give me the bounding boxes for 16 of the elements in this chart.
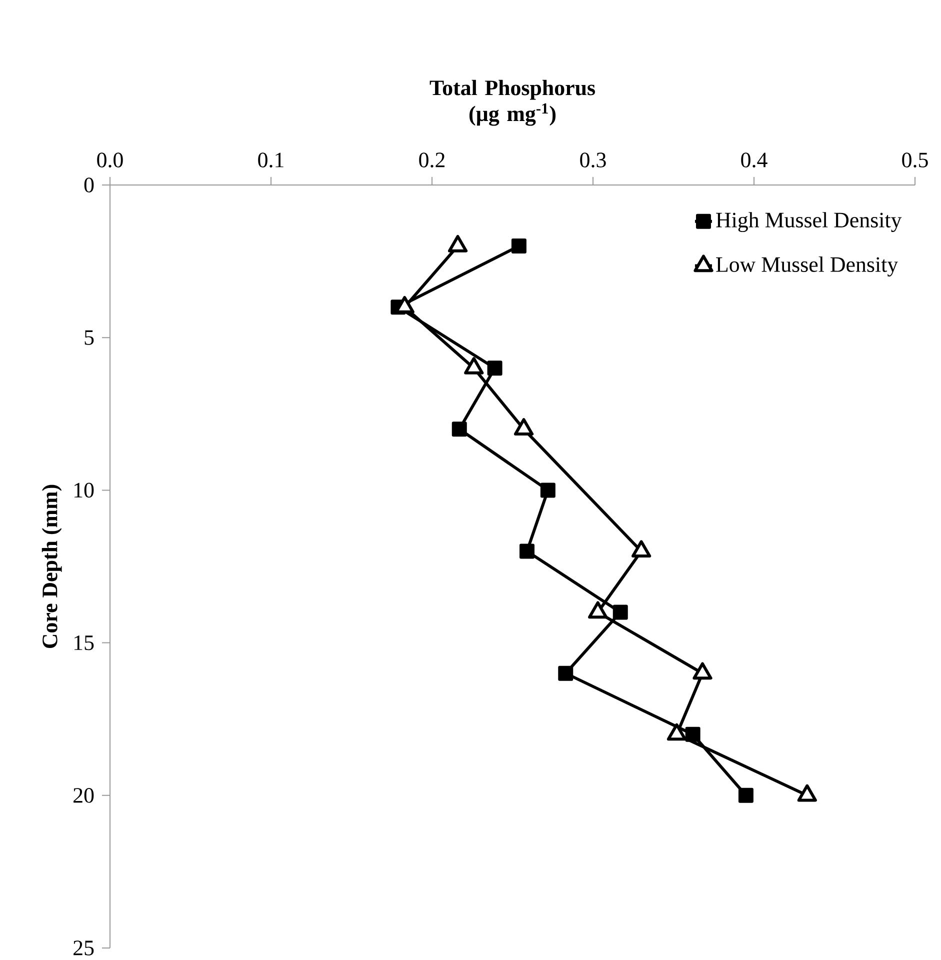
legend-label: High Mussel Density (716, 212, 902, 232)
y-tick-label: 15 (74, 635, 94, 650)
y-tick-label: 20 (74, 788, 94, 803)
x-tick-label: 0.5 (902, 152, 928, 168)
x-tick-label: 0.2 (419, 152, 444, 168)
x-tick-label: 0.4 (741, 152, 768, 168)
y-tick-label: 5 (84, 330, 94, 345)
y-tick-label: 10 (74, 482, 94, 498)
y-axis-title: Core Depth (mm) (42, 484, 62, 648)
y-tick-label: 0 (84, 178, 94, 192)
y-tick-label: 25 (74, 940, 94, 956)
legend-label: Low Mussel Density (716, 256, 898, 276)
x-tick-label: 0.0 (97, 152, 123, 168)
x-axis-title: Total Phosphorus (µg mg$^{-1}$) (430, 80, 595, 126)
x-tick-label: 0.3 (580, 152, 606, 168)
x-tick-label: 0.1 (258, 152, 284, 168)
